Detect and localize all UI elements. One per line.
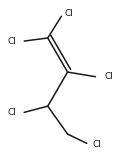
Text: Cl: Cl [64,9,73,18]
Text: Cl: Cl [8,37,17,46]
Text: Cl: Cl [105,72,114,81]
Text: Cl: Cl [8,108,17,117]
Text: Cl: Cl [92,140,101,149]
